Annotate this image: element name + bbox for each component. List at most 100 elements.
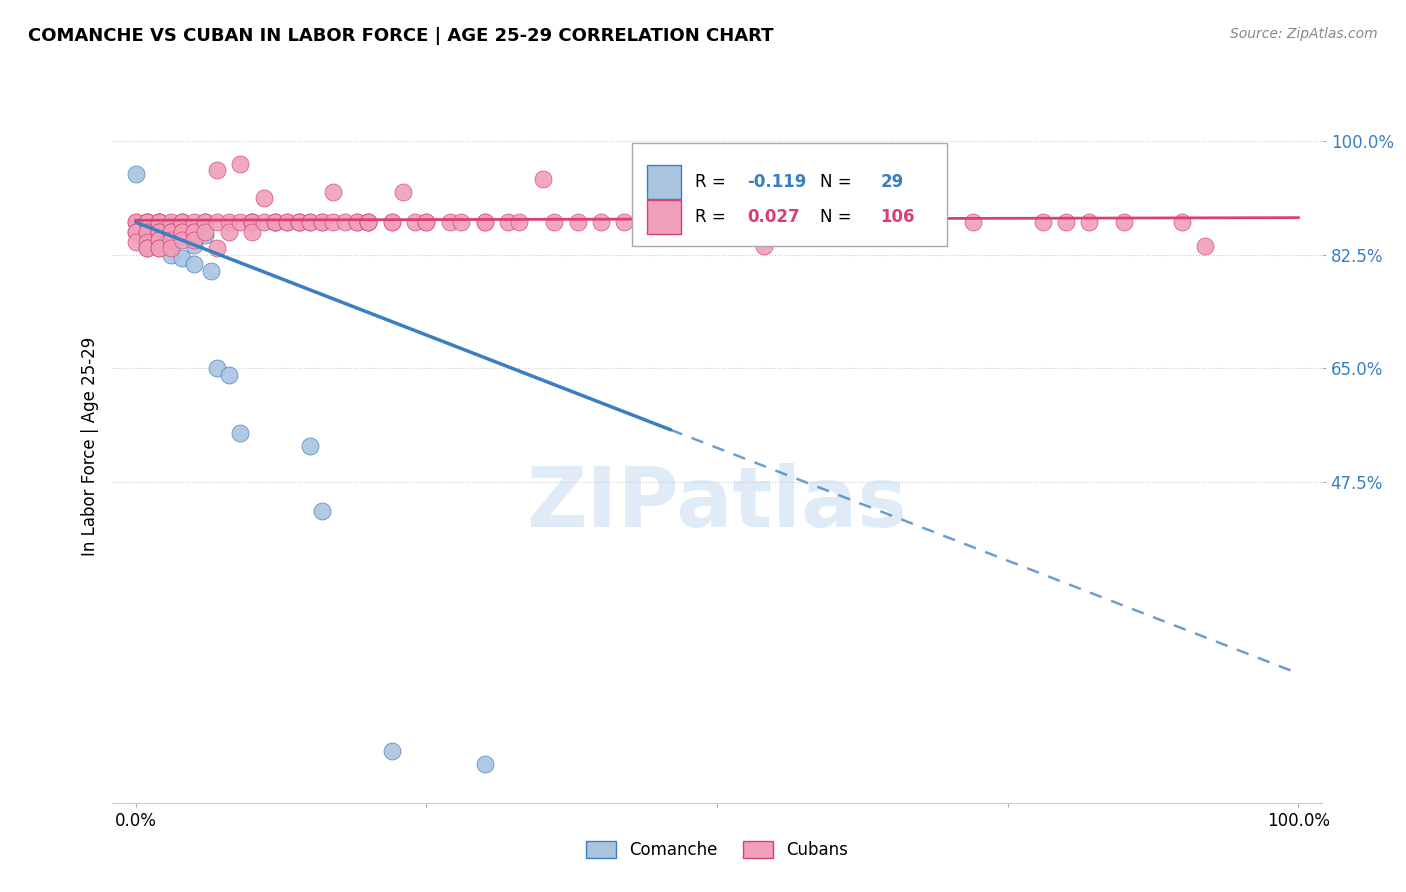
Text: N =: N = — [820, 208, 856, 227]
Text: 29: 29 — [880, 173, 904, 191]
Point — [589, 215, 612, 229]
Point — [218, 215, 240, 229]
Text: COMANCHE VS CUBAN IN LABOR FORCE | AGE 25-29 CORRELATION CHART: COMANCHE VS CUBAN IN LABOR FORCE | AGE 2… — [28, 27, 773, 45]
Point — [148, 225, 170, 239]
Point — [915, 215, 938, 229]
Point — [392, 185, 415, 199]
Point — [159, 225, 181, 239]
Point — [148, 225, 170, 239]
Point — [125, 215, 148, 229]
Point — [194, 215, 217, 229]
Text: Source: ZipAtlas.com: Source: ZipAtlas.com — [1230, 27, 1378, 41]
Point — [276, 215, 298, 229]
Point — [125, 225, 148, 239]
Point — [218, 225, 240, 239]
Text: ZIPatlas: ZIPatlas — [527, 463, 907, 543]
Point — [194, 225, 217, 239]
Point — [183, 225, 205, 239]
Point — [159, 233, 181, 247]
Point — [183, 225, 205, 239]
Point — [415, 215, 437, 229]
Point — [136, 215, 159, 229]
Point — [183, 233, 205, 247]
Point — [159, 238, 181, 252]
Point — [962, 215, 984, 229]
Point — [276, 215, 298, 229]
Point — [357, 215, 380, 229]
Point — [194, 228, 217, 243]
Point — [159, 247, 181, 261]
Point — [1032, 215, 1054, 229]
FancyBboxPatch shape — [633, 143, 946, 246]
Point — [346, 215, 368, 229]
Point — [240, 215, 263, 229]
Text: 0.027: 0.027 — [748, 208, 800, 227]
Point — [311, 215, 333, 229]
Point — [252, 191, 274, 205]
Point — [240, 225, 263, 239]
Point — [287, 215, 309, 229]
Point — [172, 215, 194, 229]
Point — [776, 215, 799, 229]
Point — [205, 163, 228, 178]
Point — [183, 257, 205, 271]
Point — [148, 215, 170, 229]
Point — [823, 215, 845, 229]
Point — [380, 744, 402, 758]
Point — [380, 215, 402, 229]
Point — [172, 215, 194, 229]
Point — [148, 241, 170, 255]
Point — [311, 504, 333, 518]
Point — [450, 215, 472, 229]
Point — [1078, 215, 1101, 229]
Text: N =: N = — [820, 173, 856, 191]
Point — [404, 215, 426, 229]
Text: 106: 106 — [880, 208, 915, 227]
Point — [1112, 215, 1135, 229]
Point — [1171, 215, 1194, 229]
Point — [153, 238, 176, 252]
Point — [200, 264, 222, 278]
Point — [357, 215, 380, 229]
Point — [159, 215, 181, 229]
Point — [299, 439, 322, 453]
Point — [264, 215, 287, 229]
Point — [205, 215, 228, 229]
Point — [136, 238, 159, 252]
Point — [159, 241, 181, 255]
Point — [172, 228, 194, 243]
Point — [148, 241, 170, 255]
Point — [311, 215, 333, 229]
Point — [287, 215, 309, 229]
Point — [287, 215, 309, 229]
Point — [205, 361, 228, 376]
Point — [752, 239, 775, 253]
Point — [172, 225, 194, 239]
Point — [148, 215, 170, 229]
Point — [194, 215, 217, 229]
Point — [346, 215, 368, 229]
Point — [136, 235, 159, 249]
Point — [264, 215, 287, 229]
Point — [856, 171, 880, 186]
Point — [148, 228, 170, 243]
Text: -0.119: -0.119 — [748, 173, 807, 191]
Point — [183, 215, 205, 229]
FancyBboxPatch shape — [647, 200, 681, 235]
Point — [264, 215, 287, 229]
Point — [148, 215, 170, 229]
Point — [153, 228, 176, 243]
Point — [172, 215, 194, 229]
Point — [125, 215, 148, 229]
Point — [136, 228, 159, 243]
Point — [194, 215, 217, 229]
Legend: Comanche, Cubans: Comanche, Cubans — [579, 834, 855, 866]
Point — [240, 215, 263, 229]
Point — [229, 425, 252, 440]
Point — [1194, 239, 1216, 253]
Point — [159, 225, 181, 239]
Text: R =: R = — [696, 208, 731, 227]
Point — [218, 368, 240, 382]
Point — [1054, 215, 1077, 229]
Point — [474, 756, 496, 771]
